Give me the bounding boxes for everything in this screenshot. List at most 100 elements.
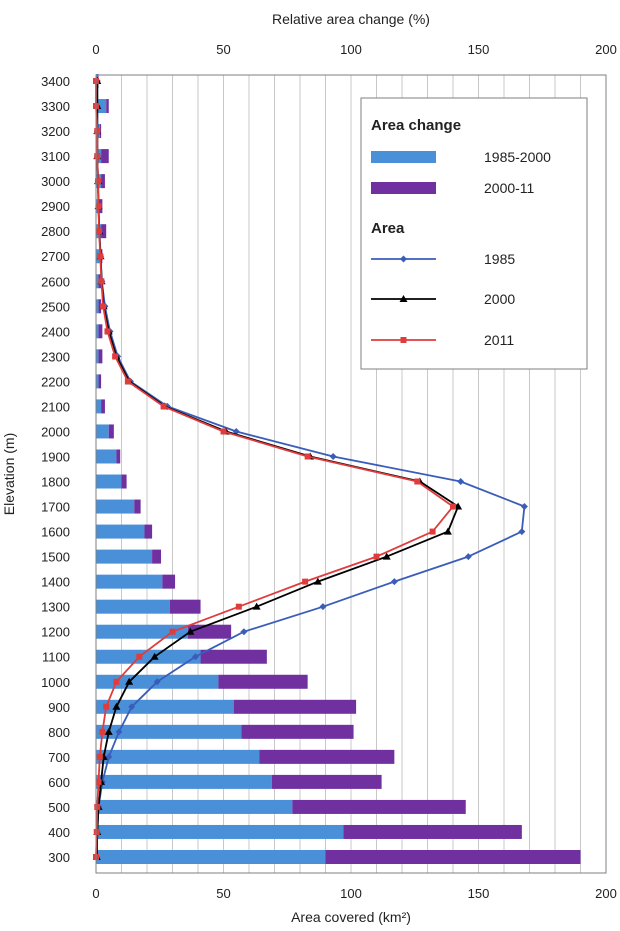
bar-2000-11 (134, 499, 141, 514)
legend-label-2000: 2000 (484, 291, 515, 307)
bar-1985-2000 (96, 574, 163, 589)
legend-line-heading: Area (371, 220, 405, 237)
y-tick-label: 3400 (41, 74, 70, 89)
point-2000 (252, 602, 261, 610)
bar-2000-11 (101, 224, 107, 239)
point-2011 (95, 203, 102, 210)
point-1985 (390, 578, 398, 586)
point-1985 (457, 478, 465, 486)
bar-1985-2000 (96, 624, 188, 639)
bar-2000-11 (162, 574, 176, 589)
y-tick-label: 1400 (41, 575, 70, 590)
bar-1985-2000 (96, 399, 102, 414)
point-2000 (454, 502, 463, 510)
y-axis-title: Elevation (m) (1, 433, 17, 515)
y-tick-label: 2700 (41, 249, 70, 264)
bar-1985-2000 (96, 774, 272, 789)
legend-bar-heading: Area change (371, 117, 461, 134)
bar-1985-2000 (96, 599, 170, 614)
point-1985 (115, 728, 123, 736)
bar-2000-11 (121, 474, 127, 489)
point-2011 (112, 353, 119, 360)
y-tick-label: 900 (48, 700, 70, 715)
bar-2000-11 (343, 824, 522, 839)
bar-1985-2000 (96, 474, 122, 489)
y-tick-label: 1000 (41, 675, 70, 690)
line-2011 (95, 81, 454, 858)
bar-1985-2000 (96, 850, 326, 864)
plot-frame (95, 74, 607, 874)
point-2011 (104, 328, 111, 335)
y-tick-label: 1800 (41, 475, 70, 490)
gridlines (121, 75, 581, 873)
y-tick-label: 2900 (41, 199, 70, 214)
bar-1985-2000 (96, 549, 153, 564)
point-2000 (104, 727, 113, 735)
bar-2000-11 (200, 649, 267, 664)
top-x-tick-label: 200 (595, 42, 617, 57)
point-2011 (103, 703, 110, 710)
point-2000 (313, 577, 322, 585)
point-2011 (97, 253, 104, 260)
point-1985 (153, 678, 161, 686)
bar-1985-2000 (96, 349, 99, 364)
bottom-axis-title: Area covered (km²) (291, 909, 411, 925)
point-2011 (414, 478, 421, 485)
y-tick-label: 2400 (41, 324, 70, 339)
point-2011 (304, 453, 311, 460)
bar-2000-11 (271, 774, 382, 789)
bar-1985-2000 (96, 824, 344, 839)
bar-2000-11 (101, 399, 105, 414)
bar-1985-2000 (96, 524, 145, 539)
point-1985 (518, 528, 526, 536)
point-2011 (124, 378, 131, 385)
point-2011 (94, 128, 101, 135)
bar-2000-11 (106, 99, 109, 114)
point-2011 (96, 753, 103, 760)
point-1985 (520, 503, 528, 511)
point-2011 (95, 778, 102, 785)
bar-2000-11 (233, 699, 357, 714)
legend-marker-2000 (399, 295, 408, 302)
bar-1985-2000 (96, 374, 99, 389)
bar-1985-2000 (96, 749, 260, 764)
legend-swatch-2000-11 (371, 182, 436, 194)
bar-1985-2000 (96, 324, 99, 339)
y-tick-label: 2200 (41, 374, 70, 389)
point-2011 (99, 728, 106, 735)
y-tick-label: 3300 (41, 99, 70, 114)
lines (92, 77, 528, 861)
bar-2000-11 (169, 599, 201, 614)
bar-1985-2000 (96, 99, 107, 114)
point-2000 (382, 552, 391, 560)
bar-2000-11 (108, 424, 114, 439)
y-tick-label: 1300 (41, 600, 70, 615)
bar-1985-2000 (96, 424, 109, 439)
point-2011 (100, 303, 107, 310)
point-2011 (160, 403, 167, 410)
y-tick-label: 1600 (41, 525, 70, 540)
y-tick-label: 1100 (42, 650, 70, 665)
point-1985 (319, 603, 327, 611)
bar-2000-11 (101, 174, 105, 189)
y-tick-label: 2600 (41, 274, 70, 289)
bar-1985-2000 (96, 799, 293, 814)
point-1985 (240, 628, 248, 636)
bar-1985-2000 (96, 724, 242, 739)
y-tick-label: 700 (48, 750, 70, 765)
point-2000 (150, 652, 159, 660)
bar-2000-11 (187, 624, 232, 639)
point-2011 (450, 503, 456, 510)
y-tick-label: 1700 (41, 500, 70, 515)
bar-2000-11 (98, 374, 102, 389)
point-2011 (235, 603, 242, 610)
y-tick-label: 300 (48, 850, 70, 865)
bar-2000-11 (98, 349, 103, 364)
bar-2000-11 (241, 724, 354, 739)
point-2011 (429, 528, 436, 535)
bar-2000-11 (292, 799, 466, 814)
point-2011 (95, 178, 102, 185)
point-1985 (105, 753, 113, 761)
point-2011 (136, 653, 143, 660)
point-2011 (220, 428, 227, 435)
